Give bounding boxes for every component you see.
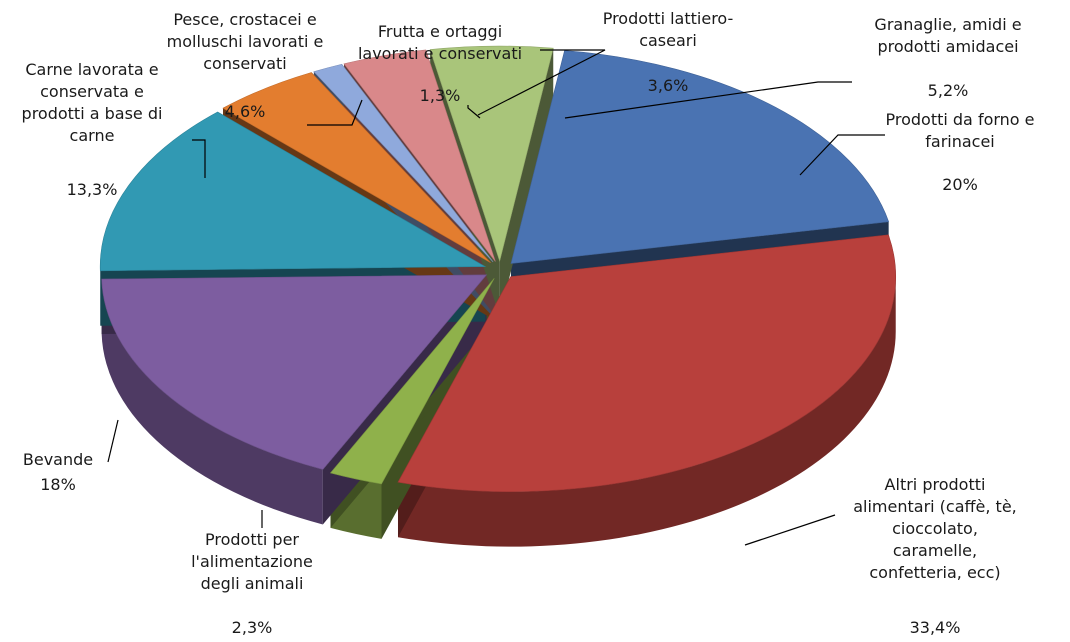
slice-value-7: 3,6% xyxy=(648,76,689,95)
pie-slice-7 xyxy=(343,49,496,262)
slice-value-5: 4,6% xyxy=(225,102,266,121)
leader-line-4 xyxy=(192,139,206,178)
slice-side-1 xyxy=(397,276,896,547)
slice-value-3: 18% xyxy=(40,475,76,494)
slice-label-4: Carne lavorata e conservata e prodotti a b… xyxy=(22,60,163,145)
slice-value-1: 33,4% xyxy=(910,618,961,637)
slice-label-7: Prodotti lattiero-caseari xyxy=(603,9,734,50)
pie-slice-3 xyxy=(101,274,488,470)
leader-line-8 xyxy=(564,81,852,119)
slice-labels: Prodotti da forno e farinacei 20% Altri pro… xyxy=(22,9,1035,637)
slice-value-0: 20% xyxy=(942,175,978,194)
slice-label-0: Prodotti da forno e farinacei xyxy=(885,110,1034,151)
pie-slice-1 xyxy=(397,234,896,492)
pie-slice-8 xyxy=(429,45,554,263)
pie-top-layer xyxy=(99,45,896,492)
pie-slice-2 xyxy=(329,278,495,485)
pie-slice-4 xyxy=(99,111,487,272)
slice-label-2: Prodotti per l'alimentazione degli animali xyxy=(191,530,313,593)
slice-side-3 xyxy=(101,279,323,525)
pie-slice-5 xyxy=(222,72,491,264)
leader-line-0 xyxy=(799,134,885,176)
pie-slice-0 xyxy=(510,50,890,264)
leader-line-7 xyxy=(477,49,606,116)
slice-wall-8-1 xyxy=(499,48,554,317)
pie-slice-6 xyxy=(313,63,494,263)
slice-value-8: 5,2% xyxy=(928,81,969,100)
leader-line-6 xyxy=(467,105,481,119)
slice-label-5: Pesce, crostacei e molluschi lavorati e co… xyxy=(167,10,324,73)
slice-label-3: Bevande xyxy=(23,450,93,469)
slice-value-2: 2,3% xyxy=(232,618,273,637)
leader-lines xyxy=(107,49,885,546)
slice-label-6: Frutta e ortaggi lavorati e conservati xyxy=(358,22,522,63)
leader-line-5 xyxy=(307,99,363,126)
leader-line-1 xyxy=(744,514,836,546)
slice-value-6: 1,3% xyxy=(420,86,461,105)
slice-value-4: 13,3% xyxy=(67,180,118,199)
slice-label-8: Granaglie, amidi e prodotti amidacei xyxy=(874,15,1021,56)
leader-line-3 xyxy=(107,419,119,463)
slice-label-1: Altri prodotti alimentari (caffè, tè, cioc… xyxy=(853,475,1017,582)
